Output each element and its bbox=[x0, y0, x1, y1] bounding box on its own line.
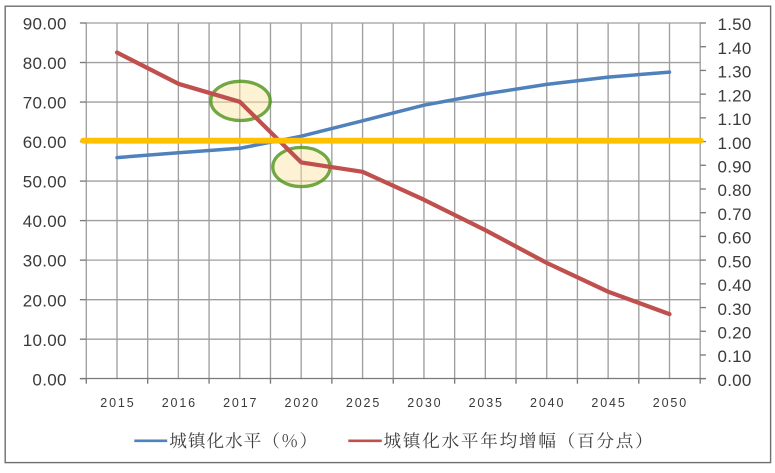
svg-text:2035: 2035 bbox=[469, 396, 502, 410]
svg-text:0.40: 0.40 bbox=[718, 276, 752, 295]
svg-text:0.70: 0.70 bbox=[718, 205, 752, 224]
svg-text:0.80: 0.80 bbox=[718, 181, 752, 200]
svg-text:1.40: 1.40 bbox=[718, 39, 752, 58]
svg-text:1.00: 1.00 bbox=[718, 134, 752, 153]
svg-text:2050: 2050 bbox=[653, 396, 686, 410]
svg-text:2016: 2016 bbox=[162, 396, 195, 410]
svg-text:30.00: 30.00 bbox=[23, 252, 67, 271]
svg-text:0.10: 0.10 bbox=[718, 347, 752, 366]
svg-text:70.00: 70.00 bbox=[23, 94, 67, 113]
svg-text:90.00: 90.00 bbox=[23, 15, 67, 34]
svg-text:0.50: 0.50 bbox=[718, 252, 752, 271]
svg-text:1.30: 1.30 bbox=[718, 63, 752, 82]
svg-text:10.00: 10.00 bbox=[23, 331, 67, 350]
svg-text:0.90: 0.90 bbox=[718, 158, 752, 177]
svg-text:2045: 2045 bbox=[591, 396, 624, 410]
svg-text:2015: 2015 bbox=[100, 396, 133, 410]
svg-text:60.00: 60.00 bbox=[23, 133, 67, 152]
svg-text:2017: 2017 bbox=[223, 396, 256, 410]
svg-text:20.00: 20.00 bbox=[23, 291, 67, 310]
svg-text:50.00: 50.00 bbox=[23, 173, 67, 192]
svg-text:80.00: 80.00 bbox=[23, 54, 67, 73]
svg-text:1.10: 1.10 bbox=[718, 110, 752, 129]
svg-text:2030: 2030 bbox=[407, 396, 440, 410]
svg-text:2040: 2040 bbox=[530, 396, 563, 410]
svg-text:40.00: 40.00 bbox=[23, 212, 67, 231]
svg-text:0.30: 0.30 bbox=[718, 300, 752, 319]
svg-text:2020: 2020 bbox=[285, 396, 318, 410]
svg-text:1.20: 1.20 bbox=[718, 86, 752, 105]
svg-text:1.50: 1.50 bbox=[718, 15, 752, 34]
svg-text:2025: 2025 bbox=[346, 396, 379, 410]
svg-text:0.00: 0.00 bbox=[718, 371, 752, 390]
svg-text:0.60: 0.60 bbox=[718, 229, 752, 248]
svg-text:0.20: 0.20 bbox=[718, 324, 752, 343]
svg-text:0.00: 0.00 bbox=[32, 370, 66, 389]
